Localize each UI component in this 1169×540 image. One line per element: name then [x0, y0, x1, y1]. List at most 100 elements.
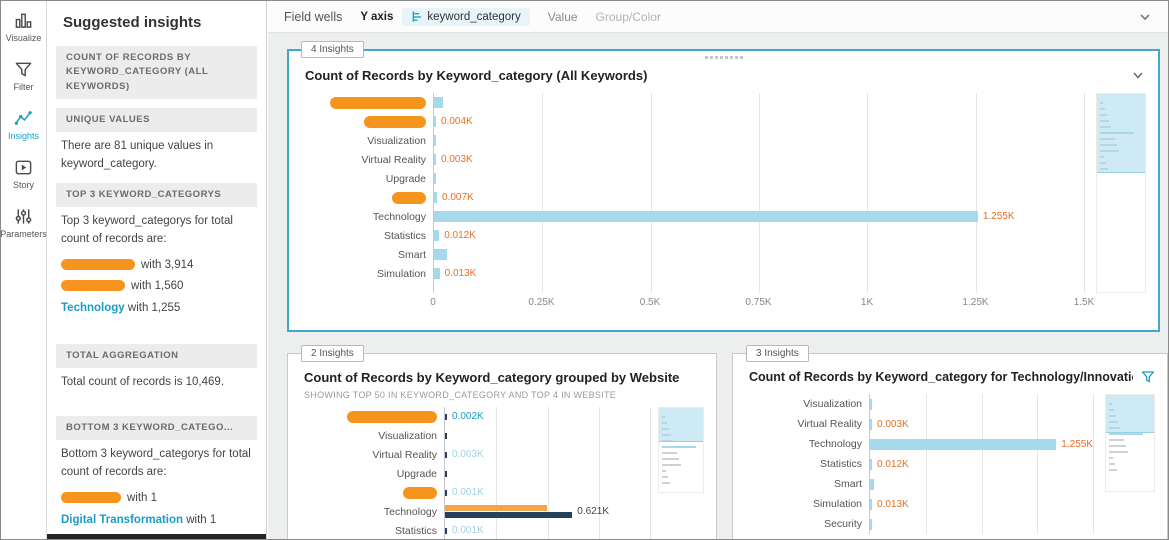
bar[interactable] [870, 518, 872, 530]
redaction-scribble [330, 96, 426, 109]
bar-row [445, 464, 650, 483]
bar[interactable] [434, 135, 436, 146]
group-color-well[interactable]: Group/Color [595, 9, 661, 24]
minimap-viewport[interactable] [1097, 94, 1145, 174]
chevron-down-icon[interactable] [1130, 67, 1146, 83]
insight-link[interactable]: Digital Transformation [61, 513, 184, 526]
gridline [1084, 93, 1085, 293]
bar[interactable] [870, 418, 872, 430]
bar[interactable] [445, 512, 573, 518]
chart-technology-filtered[interactable]: Count of Records by Keyword_category for… [732, 353, 1168, 539]
sidebar-item-insights[interactable]: Insights [1, 109, 46, 141]
sidebar-item-filter[interactable]: Filter [1, 60, 46, 92]
bar[interactable] [445, 432, 447, 439]
category-label: Visualization [378, 429, 437, 442]
chart-grouped-by-website[interactable]: Count of Records by Keyword_category gro… [287, 353, 717, 539]
chart-title: Count of Records by Keyword_category (Al… [305, 67, 648, 83]
rail-label: Insights [7, 131, 40, 141]
insight-link[interactable]: Technology [61, 302, 125, 315]
sidebar-item-parameters[interactable]: Parameters [1, 207, 47, 239]
x-tick-label: 1.5K [1073, 297, 1095, 308]
bar[interactable] [870, 438, 1057, 450]
insight-list-item: with 3,914 [61, 255, 252, 277]
insights-count-badge[interactable]: 2 Insights [301, 345, 364, 362]
category-label [304, 483, 444, 502]
bar[interactable] [445, 505, 548, 511]
drag-handle[interactable] [704, 56, 743, 59]
gridline [981, 394, 983, 534]
chart-all-keywords[interactable]: Count of Records by Keyword_category (Al… [287, 49, 1160, 332]
insights-count-badge[interactable]: 4 Insights [301, 41, 364, 58]
bar[interactable] [434, 173, 436, 184]
minimap-bar [662, 458, 679, 460]
bar[interactable] [445, 451, 447, 458]
bar-chart-icon [15, 13, 32, 28]
bar[interactable] [445, 489, 447, 496]
x-tick-label: 0.75K [745, 297, 772, 308]
bar[interactable] [434, 249, 447, 260]
minimap-bar [662, 452, 677, 454]
bar-row: 0.012K [870, 454, 1093, 474]
category-label: Upgrade [385, 172, 426, 185]
rail-label: Filter [13, 82, 34, 92]
filter-icon[interactable] [1141, 370, 1155, 384]
bar[interactable] [870, 498, 872, 510]
bar-row [434, 245, 1084, 264]
field-wells-label[interactable]: Field wells [284, 9, 343, 24]
value-label: 1.255K [1061, 438, 1093, 450]
insight-list-item: Digital Transformation with 1 [61, 513, 217, 526]
bar[interactable] [434, 211, 978, 222]
minimap-bar [1109, 469, 1117, 471]
bar-row [434, 169, 1084, 188]
minimap-bar [1109, 433, 1143, 435]
bar[interactable] [434, 154, 436, 165]
rail-label: Visualize [5, 33, 42, 43]
bar-row: 0.013K [870, 494, 1093, 514]
category-label: Simulation [812, 498, 862, 510]
value-well[interactable]: Value [547, 9, 578, 24]
value-label: 0.012K [444, 230, 476, 241]
x-tick-label: 0.5K [639, 297, 661, 308]
category-label: Virtual Reality [361, 153, 426, 166]
bar[interactable] [445, 470, 447, 477]
value-label: 0.621K [577, 506, 609, 517]
x-tick-label: 0.25K [528, 297, 555, 308]
bar[interactable] [434, 230, 440, 241]
bar[interactable] [870, 458, 872, 470]
bar[interactable] [870, 478, 875, 490]
gridline [542, 93, 544, 293]
category-label: Virtual Reality [797, 418, 862, 430]
y-axis-field-pill[interactable]: keyword_category [402, 7, 530, 26]
bar-row: 0.013K [434, 264, 1084, 283]
section-header-unique-values[interactable]: UNIQUE VALUES [56, 107, 257, 132]
rail-label: Story [12, 180, 34, 190]
minimap-viewport[interactable] [659, 408, 703, 442]
collapse-chevron-icon[interactable] [1138, 10, 1152, 24]
bar[interactable] [434, 97, 443, 108]
bar[interactable] [434, 192, 438, 203]
chart-minimap[interactable] [1096, 93, 1146, 293]
category-axis: Visualization Virtual Reality Upgrade Techn… [305, 93, 433, 283]
funnel-icon [15, 62, 32, 77]
minimap-bar [1109, 457, 1113, 459]
chart-minimap[interactable] [1105, 394, 1155, 492]
bar[interactable] [445, 527, 447, 534]
bar-row: 0.004K [434, 112, 1084, 131]
chart-minimap[interactable] [658, 407, 704, 493]
value-label: 0.003K [877, 418, 909, 430]
bar[interactable] [445, 413, 447, 420]
section-header-bottom3[interactable]: BOTTOM 3 KEYWORD_CATEGO... [56, 416, 257, 441]
section-header-top3[interactable]: TOP 3 KEYWORD_CATEGORYS [56, 182, 257, 207]
section-header-count-by-keyword[interactable]: COUNT OF RECORDS BY KEYWORD_CATEGORY (AL… [56, 46, 257, 99]
sidebar-item-visualize[interactable]: Visualize [1, 11, 46, 43]
bar[interactable] [870, 398, 872, 410]
category-label [305, 93, 433, 112]
minimap-viewport[interactable] [1106, 395, 1154, 434]
category-label [305, 112, 433, 131]
bar[interactable] [434, 268, 440, 279]
insights-count-badge[interactable]: 3 Insights [746, 345, 809, 362]
x-axis: 0 0.25K 0.5K 0.75K 1K 1.25K 1.5K [430, 295, 1094, 310]
section-header-total-aggregation[interactable]: TOTAL AGGREGATION [56, 344, 257, 369]
sidebar-item-story[interactable]: Story [1, 158, 46, 190]
bar[interactable] [434, 116, 436, 127]
